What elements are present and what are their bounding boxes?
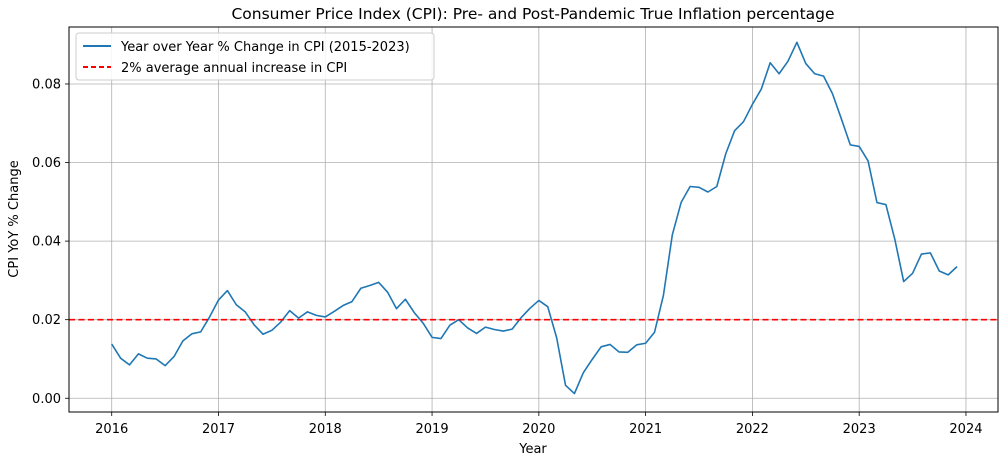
legend-label-target: 2% average annual increase in CPI [121, 61, 347, 76]
y-axis: 0.00 0.02 0.04 0.06 0.08 [32, 77, 69, 407]
x-axis-label: Year [518, 442, 547, 457]
y-tick-label: 0.08 [32, 77, 61, 92]
y-axis-label: CPI YoY % Change [7, 160, 22, 277]
legend-label-cpi: Year over Year % Change in CPI (2015-202… [120, 40, 410, 55]
legend-box [75, 32, 435, 81]
x-tick-label: 2019 [416, 422, 449, 437]
y-tick-label: 0.04 [32, 235, 61, 250]
x-tick-label: 2018 [309, 422, 342, 437]
legend: Year over Year % Change in CPI (2015-202… [75, 32, 435, 81]
chart-title: Consumer Price Index (CPI): Pre- and Pos… [231, 5, 834, 23]
cpi-yoy-line [111, 41, 958, 395]
y-tick-label: 0.02 [32, 313, 61, 328]
x-tick-label: 2020 [522, 422, 555, 437]
x-tick-label: 2023 [843, 422, 876, 437]
x-tick-label: 2024 [949, 422, 982, 437]
x-tick-label: 2022 [736, 422, 769, 437]
y-tick-label: 0.06 [32, 156, 61, 171]
x-axis: 2016 2017 2018 2019 2020 2021 2022 2023 2024 [95, 412, 983, 437]
x-tick-label: 2016 [95, 422, 128, 437]
x-tick-label: 2021 [629, 422, 662, 437]
axes-frame [68, 26, 999, 413]
plot-area [69, 41, 998, 395]
y-tick-label: 0.00 [32, 392, 61, 407]
x-tick-label: 2017 [202, 422, 235, 437]
